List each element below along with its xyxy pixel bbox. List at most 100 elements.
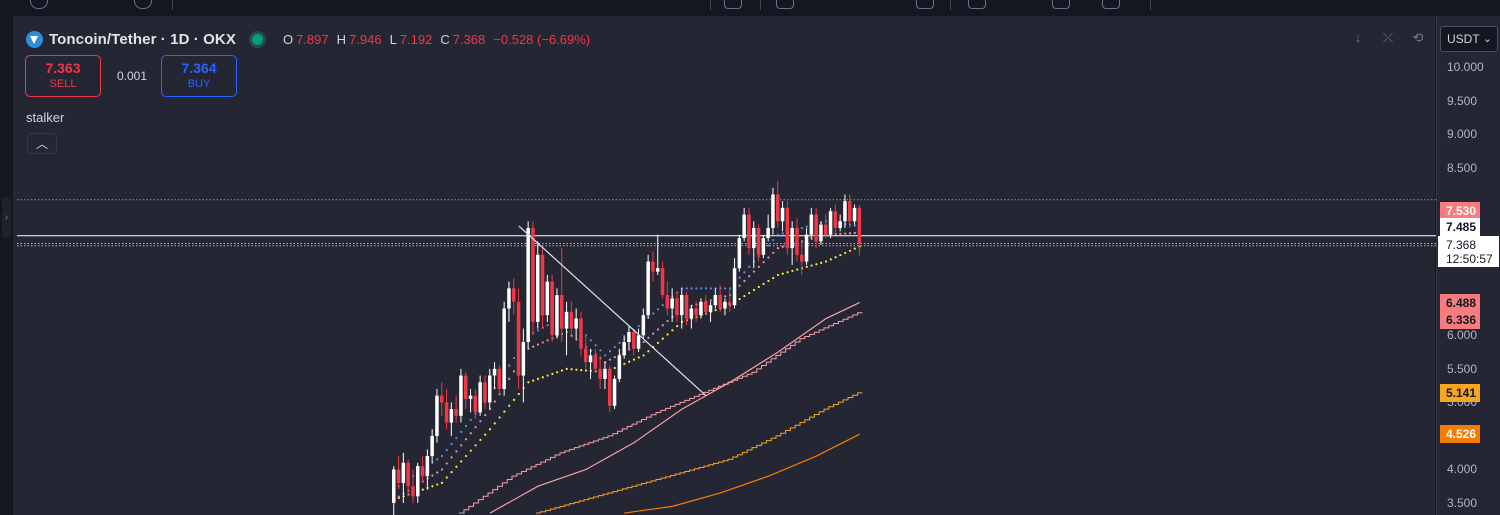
indicator-dot xyxy=(512,370,516,373)
indicator-dot xyxy=(460,460,463,463)
price-axis-label: 7.530 xyxy=(1440,202,1480,220)
candle-body xyxy=(488,375,492,403)
indicator-dot xyxy=(762,261,765,264)
y-axis-tick-label: 10.000 xyxy=(1447,60,1484,74)
candle-body xyxy=(536,254,540,322)
candle-body xyxy=(656,268,660,272)
indicator-dot xyxy=(517,392,520,396)
indicator-dot xyxy=(594,344,597,347)
indicator-dot xyxy=(666,333,669,336)
indicator-dot xyxy=(839,253,842,257)
candle-body xyxy=(756,227,761,255)
market-status-icon[interactable] xyxy=(251,33,263,45)
candle-body xyxy=(814,214,818,242)
indicator-dot xyxy=(436,483,439,486)
replay-icon[interactable] xyxy=(1052,0,1070,9)
expand-toolbar-chevron-icon[interactable]: › xyxy=(2,198,11,238)
candle-body xyxy=(516,301,521,376)
maximize-icon[interactable]: ⤫ xyxy=(1382,30,1394,45)
y-axis-tick-label: 8.500 xyxy=(1447,160,1478,175)
indicator-name[interactable]: stalker xyxy=(26,110,65,125)
indicator-dot xyxy=(839,232,842,235)
candle-body xyxy=(531,227,535,322)
indicator-dot xyxy=(580,369,583,372)
indicator-dot xyxy=(493,422,496,425)
indicator-dot xyxy=(824,260,828,263)
indicator-dot xyxy=(623,362,626,365)
indicator-dot xyxy=(469,449,472,452)
indicator-dot xyxy=(767,256,770,259)
candle-body xyxy=(704,301,708,312)
candle-body xyxy=(627,331,631,343)
candle-body xyxy=(521,342,526,376)
indicator-dot xyxy=(781,272,784,275)
indicator-dot xyxy=(776,247,780,250)
sell-label: SELL xyxy=(49,78,77,90)
candle-body xyxy=(641,315,646,336)
candle-body xyxy=(852,207,857,222)
indicator-dot xyxy=(445,448,448,452)
collapse-indicators-button[interactable]: ︿ xyxy=(27,133,57,154)
candle-body xyxy=(766,227,770,239)
indicator-dot xyxy=(589,339,592,342)
candle-body xyxy=(694,308,698,316)
indicator-dot xyxy=(772,238,775,242)
candle-body xyxy=(771,194,775,228)
indicator-dot xyxy=(632,358,636,361)
layout-icon[interactable] xyxy=(916,0,934,9)
candle-body xyxy=(564,311,569,329)
indicator-dot xyxy=(724,287,727,290)
candle-body xyxy=(857,207,862,244)
indicator-dot xyxy=(647,336,650,339)
sell-button[interactable]: 7.363 SELL xyxy=(25,55,101,97)
chart-pane[interactable] xyxy=(13,16,1435,515)
buy-button[interactable]: 7.364 BUY xyxy=(161,55,237,97)
trendline xyxy=(518,225,707,397)
alert-icon[interactable] xyxy=(968,0,986,9)
candle-body xyxy=(497,368,502,389)
ohlc-high-value: 7.946 xyxy=(349,31,382,47)
symbol-title[interactable]: Toncoin/Tether · 1D · OKX xyxy=(49,30,236,48)
indicator-dot xyxy=(512,398,516,401)
candle-body xyxy=(392,469,396,503)
candle-body xyxy=(780,207,785,222)
indicator-dot xyxy=(762,282,765,286)
indicator-dot xyxy=(431,474,434,477)
candle-body xyxy=(584,348,588,363)
candle-body xyxy=(555,295,559,336)
settings-icon[interactable]: ⟲ xyxy=(1412,30,1424,45)
price-axis-label: 6.336 xyxy=(1440,311,1480,329)
y-axis-tick-label: 3.500 xyxy=(1447,496,1478,510)
chart-type-icon[interactable] xyxy=(724,0,742,9)
indicator-dot xyxy=(450,456,453,459)
indicator-dot xyxy=(460,444,463,447)
indicators-icon[interactable] xyxy=(776,0,794,9)
price-axis-label: 4.526 xyxy=(1440,425,1480,444)
candle-body xyxy=(492,368,497,376)
candle-body xyxy=(752,227,756,249)
indicator-dot xyxy=(815,263,818,266)
symbol-legend: Toncoin/Tether · 1D · OKX O 7.897 H 7.946 … xyxy=(26,30,590,48)
candle-body xyxy=(560,295,564,329)
candle-body xyxy=(435,395,439,436)
indicator-dot xyxy=(757,285,760,289)
indicator-dot xyxy=(695,287,698,290)
scroll-down-icon[interactable]: ↓ xyxy=(1354,30,1362,45)
indicator-dot xyxy=(781,232,784,235)
candle-body xyxy=(420,466,425,477)
current-price-label: 7.368 12:50:57 xyxy=(1438,236,1499,267)
indicator-dot xyxy=(853,224,856,227)
indicator-dot xyxy=(810,237,813,240)
undo-icon[interactable] xyxy=(1102,0,1120,9)
ohlc-open-key: O xyxy=(282,31,294,47)
candle-body xyxy=(483,382,487,403)
indicator-dot xyxy=(656,341,660,344)
indicator-dot xyxy=(709,287,712,290)
candle-body xyxy=(723,301,727,309)
ohlc-high-key: H xyxy=(336,31,347,47)
indicator-dot xyxy=(498,416,501,419)
ohlc-close-key: C xyxy=(440,31,450,47)
indicator-dot xyxy=(748,265,751,268)
currency-select[interactable]: USDT ⌄ xyxy=(1440,26,1498,52)
indicator-dot xyxy=(661,324,664,327)
